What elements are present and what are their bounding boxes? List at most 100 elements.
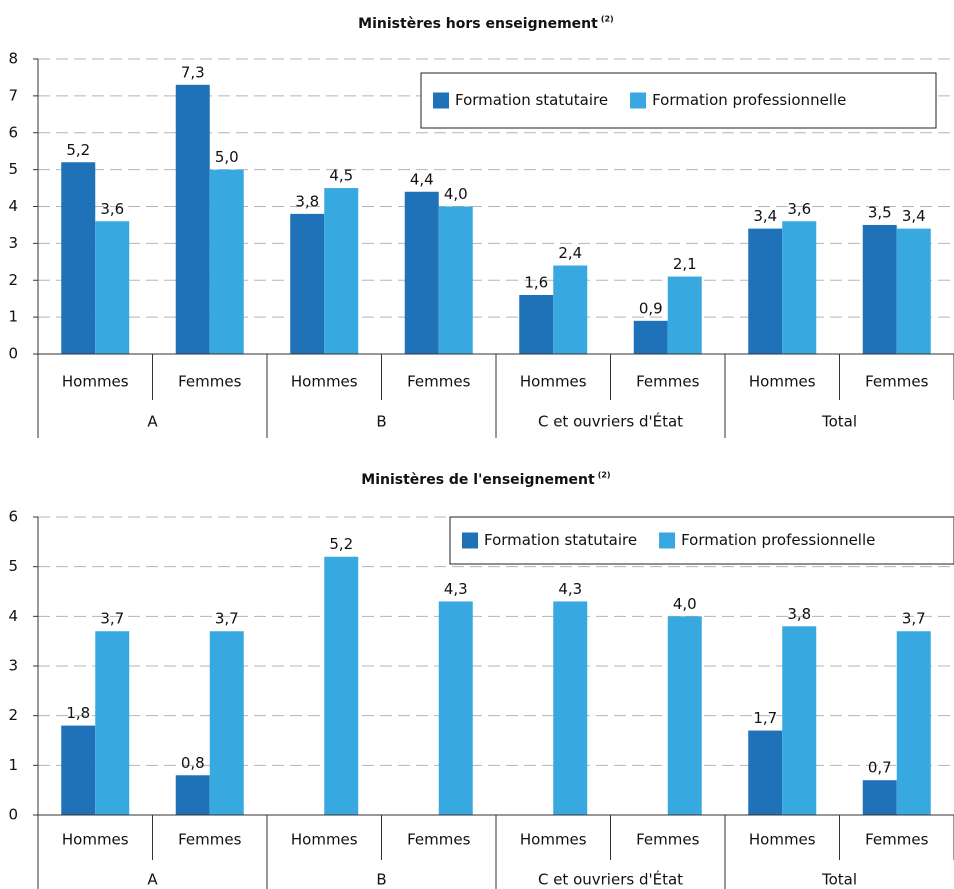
bar bbox=[404, 191, 439, 354]
bar bbox=[61, 725, 96, 815]
bar bbox=[862, 224, 897, 354]
group-label: C et ouvriers d'État bbox=[538, 870, 683, 889]
bar bbox=[438, 601, 473, 815]
value-label: 4,3 bbox=[444, 580, 468, 598]
bar bbox=[553, 601, 588, 815]
value-label: 0,8 bbox=[181, 754, 205, 772]
y-tick-label: 1 bbox=[8, 756, 18, 774]
legend-box bbox=[420, 72, 937, 129]
group-label: A bbox=[147, 413, 158, 431]
value-label: 4,3 bbox=[558, 580, 582, 598]
value-label: 3,8 bbox=[295, 192, 319, 210]
value-label: 0,9 bbox=[639, 299, 663, 317]
value-label: 3,5 bbox=[868, 203, 892, 221]
group-label: B bbox=[376, 871, 386, 889]
value-label: 2,1 bbox=[673, 255, 697, 273]
value-label: 5,2 bbox=[66, 141, 90, 159]
legend-label: Formation professionnelle bbox=[681, 531, 875, 549]
value-label: 0,7 bbox=[868, 759, 892, 777]
x-tick-label: Hommes bbox=[291, 831, 358, 849]
group-label: A bbox=[147, 871, 158, 889]
bar bbox=[438, 206, 473, 354]
x-tick-label: Hommes bbox=[749, 373, 816, 391]
legend-box bbox=[449, 516, 954, 565]
bar bbox=[553, 265, 588, 354]
x-tick-label: Femmes bbox=[178, 831, 241, 849]
value-label: 3,8 bbox=[787, 605, 811, 623]
y-tick-label: 6 bbox=[8, 508, 18, 526]
bar bbox=[633, 320, 668, 354]
value-label: 1,8 bbox=[66, 704, 90, 722]
bar bbox=[667, 616, 702, 815]
group-label: C et ouvriers d'État bbox=[538, 412, 683, 431]
value-label: 2,4 bbox=[558, 244, 582, 262]
y-tick-label: 5 bbox=[8, 160, 18, 178]
bar bbox=[95, 221, 130, 354]
group-label: Total bbox=[821, 871, 857, 889]
x-tick-label: Femmes bbox=[865, 373, 928, 391]
value-label: 3,7 bbox=[902, 610, 926, 628]
bar bbox=[782, 221, 817, 354]
x-tick-label: Hommes bbox=[749, 831, 816, 849]
bar bbox=[896, 228, 931, 354]
y-tick-label: 7 bbox=[8, 86, 18, 104]
value-label: 3,4 bbox=[753, 207, 777, 225]
value-label: 1,6 bbox=[524, 274, 548, 292]
bar bbox=[175, 775, 210, 815]
x-tick-label: Femmes bbox=[865, 831, 928, 849]
legend-swatch bbox=[659, 532, 676, 549]
x-tick-label: Hommes bbox=[520, 373, 587, 391]
bar bbox=[519, 295, 554, 354]
bar bbox=[175, 84, 210, 354]
bar bbox=[862, 780, 897, 815]
value-label: 4,0 bbox=[444, 185, 468, 203]
bar bbox=[782, 626, 817, 815]
value-label: 5,2 bbox=[329, 535, 353, 553]
y-tick-label: 4 bbox=[8, 607, 18, 625]
legend-label: Formation professionnelle bbox=[652, 91, 846, 109]
value-label: 7,3 bbox=[181, 63, 205, 81]
x-tick-label: Hommes bbox=[62, 373, 129, 391]
legend-label: Formation statutaire bbox=[455, 91, 608, 109]
bar bbox=[95, 631, 130, 815]
title-superscript: (2) bbox=[598, 471, 611, 480]
value-label: 5,0 bbox=[215, 148, 239, 166]
value-label: 3,6 bbox=[100, 200, 124, 218]
x-tick-label: Hommes bbox=[520, 831, 587, 849]
legend-swatch bbox=[462, 532, 478, 549]
group-label: Total bbox=[821, 413, 857, 431]
value-label: 3,7 bbox=[215, 610, 239, 628]
bar bbox=[209, 631, 244, 815]
x-tick-label: Femmes bbox=[178, 373, 241, 391]
bar bbox=[61, 162, 96, 354]
y-tick-label: 6 bbox=[8, 123, 18, 141]
x-tick-label: Femmes bbox=[636, 831, 699, 849]
bar bbox=[667, 276, 702, 354]
y-tick-label: 5 bbox=[8, 557, 18, 575]
bar bbox=[324, 188, 359, 354]
bar bbox=[896, 631, 931, 815]
x-tick-label: Femmes bbox=[407, 831, 470, 849]
group-label: B bbox=[376, 413, 386, 431]
legend-swatch bbox=[630, 92, 647, 109]
value-label: 1,7 bbox=[753, 709, 777, 727]
y-tick-label: 2 bbox=[8, 706, 18, 724]
legend-label: Formation statutaire bbox=[484, 531, 637, 549]
title-superscript: (2) bbox=[601, 15, 614, 24]
bar bbox=[290, 213, 325, 354]
bar bbox=[748, 730, 783, 815]
y-tick-label: 3 bbox=[8, 657, 18, 675]
y-tick-label: 2 bbox=[8, 271, 18, 289]
bar bbox=[324, 556, 359, 815]
x-tick-label: Femmes bbox=[407, 373, 470, 391]
bar bbox=[209, 169, 244, 354]
y-tick-label: 0 bbox=[8, 806, 18, 824]
y-tick-label: 4 bbox=[8, 197, 18, 215]
value-label: 4,4 bbox=[410, 170, 434, 188]
chart-title: Ministères hors enseignement bbox=[358, 16, 598, 32]
bar bbox=[748, 228, 783, 354]
value-label: 3,4 bbox=[902, 207, 926, 225]
chart-title: Ministères de l'enseignement bbox=[361, 472, 595, 488]
x-tick-label: Hommes bbox=[62, 831, 129, 849]
value-label: 3,6 bbox=[787, 200, 811, 218]
